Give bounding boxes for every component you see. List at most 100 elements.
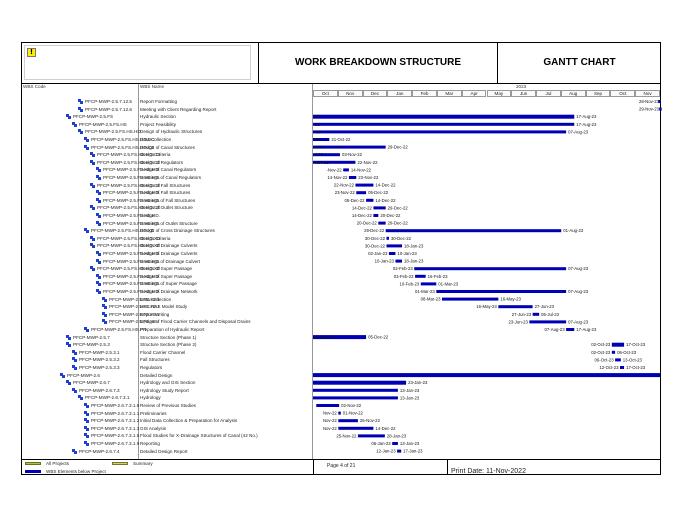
footer-divider	[21, 459, 661, 460]
wbs-name: Review of Previous Studies	[140, 403, 196, 408]
wbs-node-icon	[90, 152, 95, 158]
month-jun: Jun	[511, 90, 537, 97]
table-row[interactable]: PFCP-MWP-2.6.7.3.1.1 Preliminaries	[22, 410, 660, 417]
wbs-name: Data Collection	[140, 296, 172, 302]
table-row[interactable]: PFCP-MWP-2.5.3 Structure Section (Phase 2…	[22, 341, 660, 348]
table-row[interactable]: PFCP-MWP-2.5.FS Hydraulic Section	[22, 113, 660, 120]
month-oct: Oct	[313, 90, 338, 97]
table-row[interactable]: PFCP-MWP-2.5.FS.HS Project Feasibility	[22, 121, 660, 128]
table-row[interactable]: PFCP-MWP-2.5.7.12.5 Report Formatting	[22, 98, 660, 105]
wbs-name-header: WBS Name	[140, 84, 164, 89]
wbs-node-icon	[72, 365, 77, 370]
wbs-name: Design of Drainage Culverts	[140, 243, 198, 249]
wbs-name: Report Writing	[140, 311, 170, 317]
table-row[interactable]: PFCP-MWP-2.5.FS.HS.HD. Design of Drainage…	[22, 288, 660, 295]
table-row[interactable]: PFCP-MWP-2.6.7.3.1.3 GIS Analysis	[22, 425, 660, 432]
wbs-name: Design of Canal Regulators	[140, 167, 197, 173]
table-row[interactable]: PFCP-MWP-2.5.FS.HS.HD. Design of Drainage…	[22, 250, 660, 257]
table-row[interactable]: PFCP-MWP-2.5.FS.HS.HD.CS Design of Fall S…	[22, 182, 660, 189]
table-row[interactable]: PFCP-MWP-2.5.FS.HS.PR Preparation of Hydr…	[22, 326, 660, 333]
page-frame	[21, 42, 661, 475]
table-row[interactable]: PFCP-MWP-2.5.FS.HS.HD. Drawings of Draina…	[22, 258, 660, 265]
table-row[interactable]: PFCP-MWP-2.5.FS.HS.HD. Drawings of Outlet…	[22, 220, 660, 227]
gantt-title: GANTT CHART	[543, 57, 616, 68]
column-divider	[138, 84, 139, 459]
table-row[interactable]: PFCP-MWP-2.6.7.4 Detailed Design Report	[22, 448, 660, 455]
table-row[interactable]: PFCP-MWP-2.6 Detailed Design	[22, 372, 660, 379]
table-row[interactable]: PFCP-MWP-2.5.FS.HS.HD.CS Design of Canal …	[22, 144, 660, 151]
table-row[interactable]: PFCP-MWP-2.5.FS.HS.HD.XD Design of Super …	[22, 265, 660, 272]
table-row[interactable]: PFCP-MWP-2.5.FS.HS.HD.DC Data Collection	[22, 136, 660, 143]
wbs-code: PFCP-MWP-2.5.FS.HS.I	[109, 319, 160, 325]
wbs-code: PFCP-MWP-2.5.FS.HS.I	[109, 311, 160, 317]
wbs-code: PFCP-MWP-2.5.FS.HS.HD.	[103, 258, 160, 264]
wbs-code: PFCP-MWP-2.5.FS.HS.HD.	[103, 213, 160, 218]
wbs-node-icon	[78, 395, 83, 401]
table-row[interactable]: PFCP-MWP-2.5.FS.HS.I Report Writing	[22, 311, 660, 318]
table-row[interactable]: PFCP-MWP-2.5.FS.HS.I Data Collection	[22, 296, 660, 303]
wbs-code: PFCP-MWP-2.5.FS.HS.HD.	[103, 289, 160, 294]
wbs-node-icon	[66, 342, 71, 348]
table-row[interactable]: PFCP-MWP-2.5.7.12.6 Meeting with Client R…	[22, 106, 660, 113]
table-row[interactable]: PFCP-MWP-2.6.7.3.1.8 Review of Previous S…	[22, 402, 660, 409]
wbs-name: Flood Studies for X-Drainage Structures …	[140, 433, 258, 439]
table-row[interactable]: PFCP-MWP-2.5.FS.HS.HD.XD Design of Draina…	[22, 242, 660, 249]
wbs-code: PFCP-MWP-2.5.FS.HS.HD.XD	[97, 243, 161, 249]
wbs-node-icon	[96, 167, 101, 173]
table-row[interactable]: PFCP-MWP-2.5.FS.HS.HD. Design of Fall Str…	[22, 189, 660, 196]
logo-cell: !	[21, 42, 259, 83]
wbs-name: Data Collection	[140, 137, 172, 142]
wbs-code: PFCP-MWP-2.5.FS.HS.HD.XD	[97, 235, 161, 241]
wbs-code: PFCP-MWP-2.5.FS.HS.HD.	[103, 175, 160, 180]
legend-all-projects-label: All Projects	[46, 461, 69, 466]
wbs-name: Reporting	[140, 441, 160, 446]
wbs-node-icon	[60, 372, 65, 378]
wbs-code: PFCP-MWP-2.5.FS.HS.HD.CS	[97, 182, 161, 188]
wbs-code: PFCP-MWP-2.5.FS.HS.HD.	[103, 251, 160, 256]
wbs-code: PFCP-MWP-2.5.FS.HS.HD.DC	[91, 137, 155, 142]
table-row[interactable]: PFCP-MWP-2.5.FS.HS.HD.XD Design of Cross …	[22, 227, 660, 234]
table-row[interactable]: PFCP-MWP-2.5.3.1 Flood Carrier Channel	[22, 349, 660, 356]
wbs-code: PFCP-MWP-2.5.FS.HS.HD.	[103, 220, 160, 226]
table-row[interactable]: PFCP-MWP-2.5.3.3 Regulators	[22, 364, 660, 371]
wbs-code: PFCP-MWP-2.6.7.3.1.3	[91, 425, 140, 431]
wbs-name: Drawings of Canal Regulators	[140, 175, 202, 180]
table-row[interactable]: PFCP-MWP-2.6.7.3.1.5 Flood Studies for X-…	[22, 432, 660, 439]
table-row[interactable]: PFCP-MWP-2.5.FS.HS.HD. Design of Super Pa…	[22, 273, 660, 280]
wbs-code: PFCP-MWP-2.5.FS.HS.HD.	[103, 281, 160, 287]
wbs-node-icon	[84, 327, 89, 332]
wbs-node-icon	[78, 99, 83, 104]
wbs-code: PFCP-MWP-2.5.FS.HS.I	[109, 304, 160, 310]
table-row[interactable]: PFCP-MWP-2.6.7.3.1.2 Initial Data Collect…	[22, 417, 660, 424]
table-row[interactable]: PFCP-MWP-2.5.FS.HS.HD.XD Design Criteria	[22, 235, 660, 242]
table-row[interactable]: PFCP-MWP-2.5.7 Structure Section (Phase 1…	[22, 334, 660, 341]
table-row[interactable]: PFCP-MWP-2.6.7.3.1.9 Reporting	[22, 440, 660, 447]
month-dec: Dec	[362, 90, 388, 97]
table-row[interactable]: PFCP-MWP-2.6.7.3.1 Hydrology	[22, 394, 660, 401]
table-row[interactable]: PFCP-MWP-2.5.FS.HS.HD.CS Design of Outlet…	[22, 204, 660, 211]
table-row[interactable]: PFCP-MWP-2.5.FS.HS.HD. Drawings of Super …	[22, 280, 660, 287]
table-row[interactable]: PFCP-MWP-2.5.FS.HS.I Design of Flood Carr…	[22, 318, 660, 325]
wbs-name: Design of Outlet Structure	[140, 205, 193, 211]
table-row[interactable]: PFCP-MWP-2.5.FS.HS.HD. Drawings of Canal …	[22, 174, 660, 181]
table-row[interactable]: PFCP-MWP-2.5.FS.HS.I HEC RAS Model Study	[22, 303, 660, 310]
table-row[interactable]: PFCP-MWP-2.6.7 Hydrology and GIS Section	[22, 379, 660, 386]
wbs-node-icon	[90, 159, 95, 165]
table-row[interactable]: PFCP-MWP-2.5.FS.HS.HD.CS Design Criteria	[22, 151, 660, 158]
wbs-node-icon	[90, 243, 95, 249]
wbs-code: PFCP-MWP-2.5.FS.HS.HD.CS	[97, 152, 161, 158]
wbs-node-icon	[102, 304, 107, 310]
wbs-node-icon	[84, 228, 89, 234]
table-row[interactable]: PFCP-MWP-2.5.FS.HS.HD. Drawings of Fall S…	[22, 197, 660, 204]
wbs-name: Design of Super Passage	[140, 266, 193, 272]
wbs-name: Structure Section (Phase 2)	[140, 342, 197, 348]
table-row[interactable]: PFCP-MWP-2.5.FS.HS.HD. Design	[22, 212, 660, 219]
table-row[interactable]: PFCP-MWP-2.6.7.3 Hydrology Study Report	[22, 387, 660, 394]
wbs-node-icon	[72, 387, 77, 393]
table-row[interactable]: PFCP-MWP-2.5.FS.HS.HD Design of Hydraulic…	[22, 128, 660, 135]
table-row[interactable]: PFCP-MWP-2.5.FS.HS.HD. Design of Canal Re…	[22, 166, 660, 173]
wbs-name: Regulators	[140, 365, 163, 370]
table-row[interactable]: PFCP-MWP-2.5.FS.HS.HD.CS Design of Regula…	[22, 159, 660, 166]
table-row[interactable]: PFCP-MWP-2.5.3.2 Fall Structures	[22, 356, 660, 363]
wbs-code: PFCP-MWP-2.5.FS	[73, 114, 114, 120]
